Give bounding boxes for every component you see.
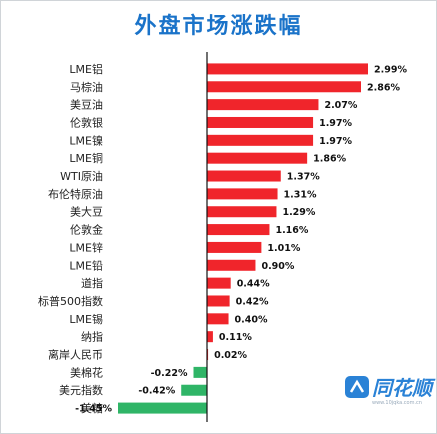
category-label: 美豆油: [70, 98, 103, 112]
bar: [207, 277, 231, 289]
category-label: 马棕油: [70, 80, 103, 94]
category-label: 美棉花: [70, 365, 103, 379]
value-label: -0.22%: [151, 368, 188, 379]
value-label: 1.29%: [282, 207, 315, 218]
category-label: WTI原油: [60, 169, 103, 183]
category-label: LME铜: [69, 151, 103, 165]
bar: [193, 366, 207, 378]
bar: [207, 99, 319, 111]
chart-title: 外盘市场涨跌幅: [134, 14, 303, 39]
value-label: 1.16%: [275, 225, 308, 236]
value-label: 0.90%: [261, 261, 294, 272]
bar: [207, 170, 281, 182]
bar: [207, 241, 262, 253]
bar: [181, 384, 207, 396]
bar: [118, 402, 207, 414]
category-label: 伦敦银: [70, 115, 103, 129]
value-label: 0.02%: [214, 350, 247, 361]
category-label: LME镍: [69, 133, 103, 147]
value-label: 1.01%: [267, 243, 300, 254]
value-label: 0.42%: [236, 296, 269, 307]
value-label: 0.44%: [237, 279, 270, 290]
watermark-logo-mark-icon: [349, 379, 365, 393]
category-label: 伦敦金: [70, 223, 103, 237]
value-label: 1.86%: [313, 154, 346, 165]
value-label: -0.42%: [138, 386, 175, 397]
bar: [207, 188, 278, 200]
value-label: 2.99%: [374, 64, 407, 75]
value-label: 2.86%: [367, 82, 400, 93]
category-label: LME锌: [69, 240, 103, 254]
value-label: -1.45%: [75, 404, 112, 415]
bar: [207, 224, 270, 236]
category-label: 离岸人民币: [48, 348, 103, 362]
value-label: 0.11%: [219, 332, 252, 343]
bar: [207, 134, 314, 146]
labels-layer: LME铝 2.99% 马棕油 2.86% 美豆油 2.07% 伦敦银 1.97% LME镍 1.9…: [38, 62, 407, 415]
bar: [207, 63, 368, 75]
category-label: 布伦特原油: [48, 187, 103, 201]
watermark-logo-icon: [345, 376, 369, 398]
category-label: 道指: [81, 276, 103, 290]
watermark-text: 同花顺: [372, 376, 436, 400]
value-label: 1.97%: [319, 118, 352, 129]
value-label: 1.31%: [284, 189, 317, 200]
value-label: 1.97%: [319, 136, 352, 147]
bar: [207, 331, 213, 343]
category-label: LME锡: [69, 312, 103, 326]
bar: [207, 152, 308, 164]
bar: [207, 81, 361, 93]
bar: [207, 313, 229, 325]
category-label: 纳指: [81, 330, 103, 344]
category-label: 标普500指数: [38, 294, 103, 308]
bar: [207, 259, 256, 271]
category-label: LME铅: [69, 258, 103, 272]
category-label: LME铝: [69, 62, 103, 76]
category-label: 美元指数: [59, 383, 103, 397]
bar: [207, 295, 230, 307]
watermark: 同花顺 www.10jqka.com.cn: [345, 376, 436, 406]
watermark-url: www.10jqka.com.cn: [372, 400, 422, 406]
bar: [207, 116, 314, 128]
value-label: 0.40%: [235, 314, 268, 325]
value-label: 1.37%: [287, 172, 320, 183]
value-label: 2.07%: [324, 100, 357, 111]
bar: [207, 206, 277, 218]
category-label: 美大豆: [70, 205, 103, 219]
category-label: 美糖: [81, 401, 103, 415]
bars-layer: [118, 63, 368, 414]
